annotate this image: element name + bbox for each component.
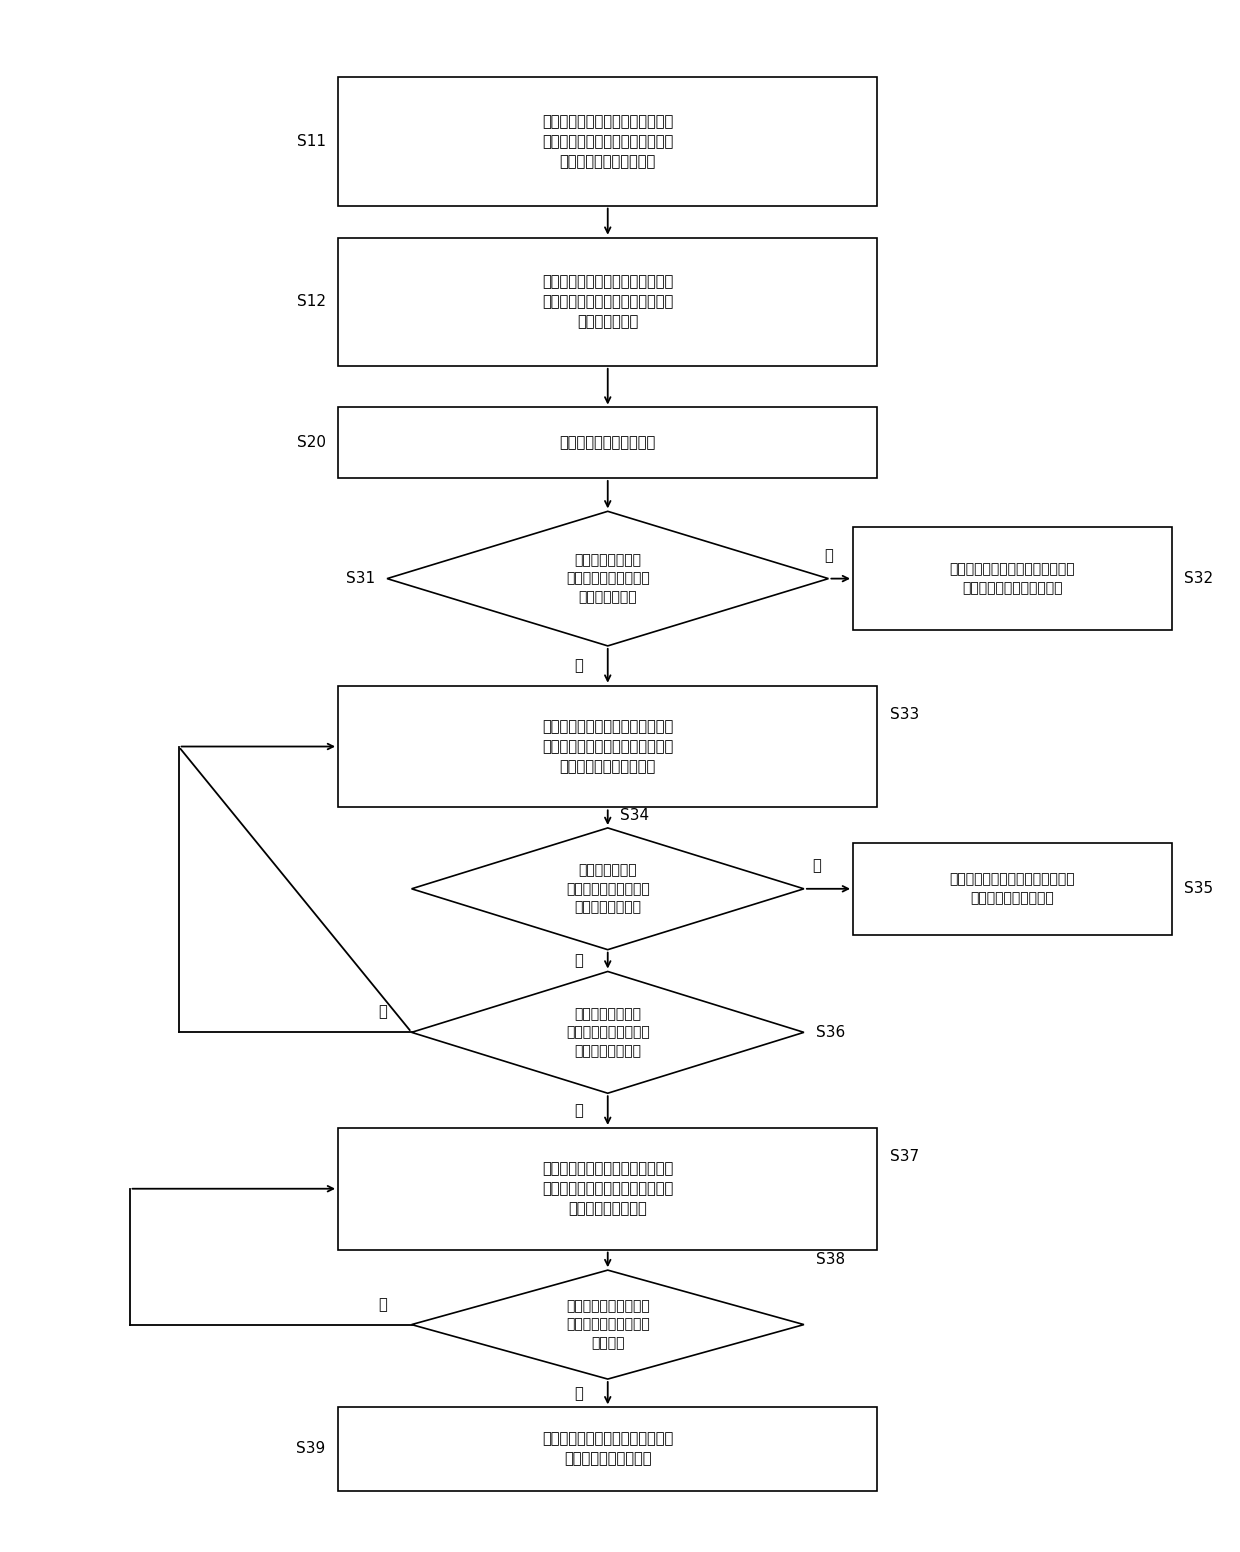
Text: S34: S34 bbox=[620, 807, 649, 823]
Text: 控制压缩机以最大预设弱磁深度系
数及当前机械转速运行: 控制压缩机以最大预设弱磁深度系 数及当前机械转速运行 bbox=[542, 1431, 673, 1467]
Text: 当前弱磁深度系数
是否小于或者等于最大
预设弱磁深度系数: 当前弱磁深度系数 是否小于或者等于最大 预设弱磁深度系数 bbox=[565, 1007, 650, 1058]
FancyBboxPatch shape bbox=[339, 237, 878, 366]
Text: S11: S11 bbox=[296, 133, 326, 149]
Text: 否: 否 bbox=[574, 953, 583, 968]
Polygon shape bbox=[412, 1270, 804, 1380]
FancyBboxPatch shape bbox=[853, 528, 1172, 630]
FancyBboxPatch shape bbox=[339, 686, 878, 807]
Text: 所述第一参考电
压是否小于或者等于当
前的直流母线电压: 所述第一参考电 压是否小于或者等于当 前的直流母线电压 bbox=[565, 863, 650, 914]
FancyBboxPatch shape bbox=[339, 1408, 878, 1490]
Text: S33: S33 bbox=[890, 708, 919, 722]
FancyBboxPatch shape bbox=[339, 408, 878, 478]
Text: S32: S32 bbox=[1184, 571, 1213, 587]
Text: S38: S38 bbox=[816, 1252, 846, 1268]
FancyBboxPatch shape bbox=[339, 78, 878, 205]
Text: 控制压缩机以当前弱磁深度系数及
所述预设机械转速运行: 控制压缩机以当前弱磁深度系数及 所述预设机械转速运行 bbox=[950, 872, 1075, 905]
Text: S39: S39 bbox=[296, 1442, 326, 1456]
Text: 是: 是 bbox=[812, 858, 821, 874]
Text: 根据所述映射关系计算所述预设弱
磁深度及所述预设机械转速条件下
的预设参考电压: 根据所述映射关系计算所述预设弱 磁深度及所述预设机械转速条件下 的预设参考电压 bbox=[542, 275, 673, 329]
Polygon shape bbox=[387, 511, 828, 646]
Text: 获取当前的直流母线电压: 获取当前的直流母线电压 bbox=[559, 435, 656, 450]
Text: 增大所述弱磁深度系数，并计算当
前弱磁深度系数及所述预设机械转
速条件下的第一参考电压: 增大所述弱磁深度系数，并计算当 前弱磁深度系数及所述预设机械转 速条件下的第一参… bbox=[542, 719, 673, 774]
Text: S36: S36 bbox=[816, 1024, 846, 1040]
Text: S31: S31 bbox=[346, 571, 374, 587]
Text: 是: 是 bbox=[574, 1386, 583, 1400]
Text: 所述第二参考电压是否
小于或者等于当前直流
母线电压: 所述第二参考电压是否 小于或者等于当前直流 母线电压 bbox=[565, 1299, 650, 1350]
FancyBboxPatch shape bbox=[339, 1128, 878, 1249]
Text: S12: S12 bbox=[296, 295, 326, 309]
Text: 是: 是 bbox=[378, 1004, 387, 1020]
Text: 否: 否 bbox=[574, 1103, 583, 1117]
Polygon shape bbox=[412, 827, 804, 950]
Text: 所述预设参考电压
是否小于或者等于当前
的直流母线电压: 所述预设参考电压 是否小于或者等于当前 的直流母线电压 bbox=[565, 553, 650, 604]
Text: S35: S35 bbox=[1184, 882, 1213, 897]
Text: 控制压缩机以所述预设弱磁深度系
数及所述预设机械转速运行: 控制压缩机以所述预设弱磁深度系 数及所述预设机械转速运行 bbox=[950, 562, 1075, 594]
Text: 减小所述机械转速，并计算最大预
设弱磁深度系数及当前机械转速条
件下的第二参考电压: 减小所述机械转速，并计算最大预 设弱磁深度系数及当前机械转速条 件下的第二参考电… bbox=[542, 1161, 673, 1217]
Text: 定义参考电压，并建立所述参考电
压与压缩机弱磁深度系数及压缩机
机械转速之间的映射关系: 定义参考电压，并建立所述参考电 压与压缩机弱磁深度系数及压缩机 机械转速之间的映… bbox=[542, 115, 673, 169]
Text: S20: S20 bbox=[296, 435, 326, 450]
Text: 否: 否 bbox=[378, 1297, 387, 1311]
Text: 是: 是 bbox=[825, 548, 833, 563]
FancyBboxPatch shape bbox=[853, 843, 1172, 934]
Polygon shape bbox=[412, 972, 804, 1093]
Text: 否: 否 bbox=[574, 658, 583, 674]
Text: S37: S37 bbox=[890, 1148, 919, 1164]
